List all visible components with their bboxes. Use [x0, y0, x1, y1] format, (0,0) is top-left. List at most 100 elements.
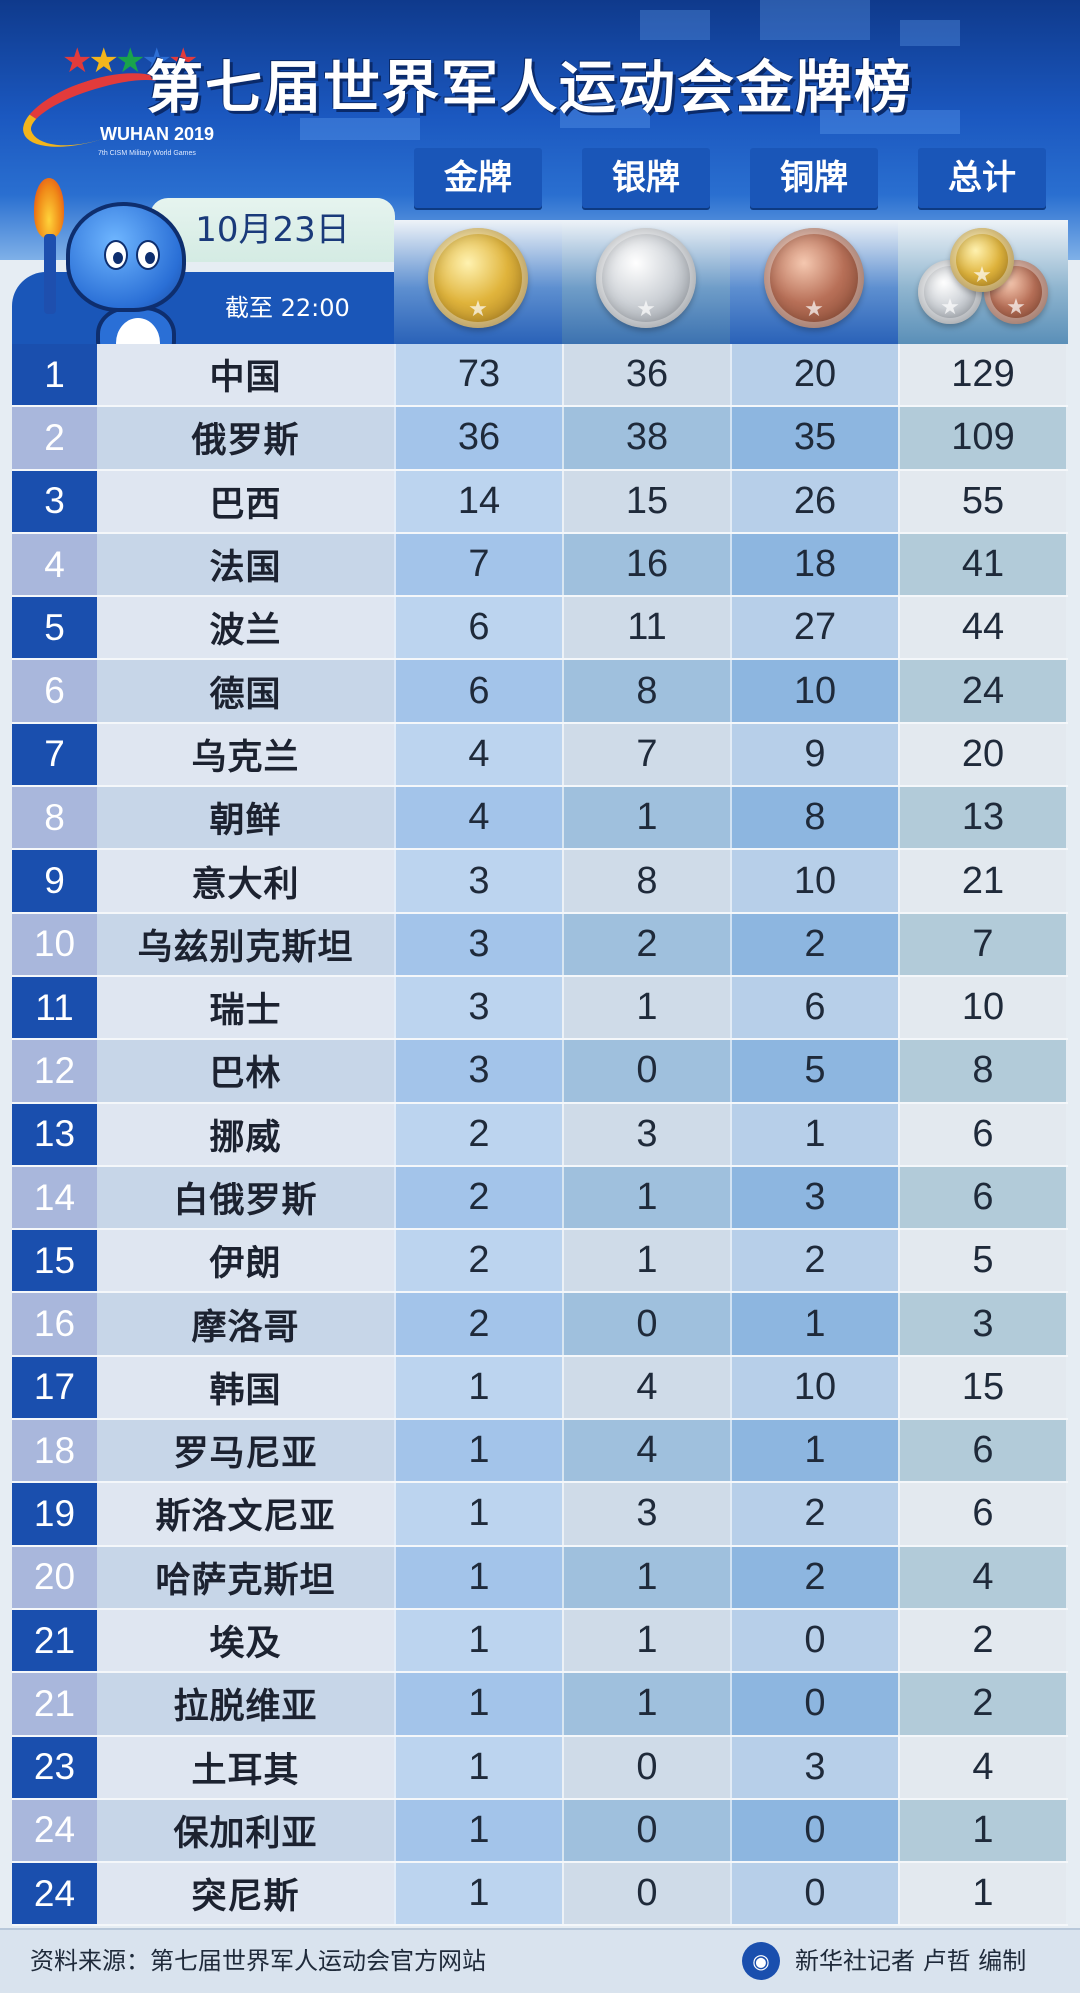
gold-count-cell: 1 — [394, 1609, 562, 1672]
bronze-medal-icon — [764, 228, 864, 328]
bronze-count-cell: 0 — [730, 1863, 898, 1925]
total-count-cell: 24 — [898, 660, 1066, 722]
bronze-count-cell: 18 — [730, 533, 898, 596]
logo-stars-icon: ★★★★★ — [62, 41, 198, 81]
silver-medal-cell — [562, 220, 730, 344]
rank-cell: 23 — [12, 1736, 97, 1798]
gold-count-cell: 2 — [394, 1230, 562, 1292]
table-row: 12 巴林 3 0 5 8 — [12, 1040, 1068, 1104]
country-cell: 乌克兰 — [97, 723, 394, 786]
total-count-cell: 5 — [898, 1230, 1066, 1292]
country-cell: 白俄罗斯 — [97, 1166, 394, 1229]
bronze-count-cell: 10 — [730, 850, 898, 912]
total-count-cell: 1 — [898, 1863, 1066, 1925]
silver-count-cell: 0 — [562, 1040, 730, 1102]
table-row: 21 埃及 1 1 0 2 — [12, 1609, 1068, 1674]
rank-cell: 12 — [12, 1040, 97, 1102]
country-cell: 朝鲜 — [97, 787, 394, 849]
silver-medal-icon — [596, 228, 696, 328]
gold-count-cell: 4 — [394, 787, 562, 849]
gold-count-cell: 3 — [394, 976, 562, 1039]
total-count-cell: 10 — [898, 976, 1066, 1039]
silver-count-cell: 1 — [562, 1609, 730, 1672]
table-row: 14 白俄罗斯 2 1 3 6 — [12, 1166, 1068, 1231]
gold-count-cell: 6 — [394, 597, 562, 659]
torch-mascot-icon — [22, 178, 212, 398]
gold-count-cell: 73 — [394, 344, 562, 406]
silver-count-cell: 16 — [562, 533, 730, 596]
gold-count-cell: 4 — [394, 723, 562, 786]
rank-cell: 14 — [12, 1166, 97, 1229]
country-cell: 韩国 — [97, 1356, 394, 1419]
country-cell: 意大利 — [97, 850, 394, 912]
column-header-gold: 金牌 — [414, 148, 542, 208]
total-medal-cell — [898, 220, 1068, 344]
column-header-bronze: 铜牌 — [750, 148, 878, 208]
rank-cell: 10 — [12, 913, 97, 975]
silver-count-cell: 1 — [562, 976, 730, 1039]
gold-count-cell: 1 — [394, 1673, 562, 1735]
bronze-count-cell: 10 — [730, 660, 898, 722]
rank-cell: 21 — [12, 1609, 97, 1672]
total-count-cell: 2 — [898, 1673, 1066, 1735]
table-row: 5 波兰 6 11 27 44 — [12, 597, 1068, 661]
rank-cell: 20 — [12, 1546, 97, 1608]
bronze-medal-cell — [730, 220, 898, 344]
country-cell: 俄罗斯 — [97, 407, 394, 469]
gold-count-cell: 1 — [394, 1546, 562, 1608]
silver-count-cell: 38 — [562, 407, 730, 469]
silver-count-cell: 0 — [562, 1736, 730, 1798]
rank-cell: 9 — [12, 850, 97, 912]
table-row: 10 乌兹别克斯坦 3 2 2 7 — [12, 913, 1068, 977]
total-count-cell: 4 — [898, 1736, 1066, 1798]
gold-count-cell: 6 — [394, 660, 562, 722]
total-count-cell: 55 — [898, 470, 1066, 532]
page-title: 第七届世界军人运动会金牌榜 — [146, 55, 913, 121]
credit-note: 新华社记者 卢哲 编制 — [795, 1947, 1027, 1975]
gold-count-cell: 7 — [394, 533, 562, 596]
column-header-silver: 银牌 — [582, 148, 710, 208]
country-cell: 罗马尼亚 — [97, 1420, 394, 1482]
bronze-count-cell: 0 — [730, 1799, 898, 1862]
gold-count-cell: 1 — [394, 1483, 562, 1545]
rank-cell: 5 — [12, 597, 97, 659]
gold-count-cell: 3 — [394, 850, 562, 912]
country-cell: 保加利亚 — [97, 1799, 394, 1862]
silver-count-cell: 0 — [562, 1799, 730, 1862]
gold-count-cell: 1 — [394, 1420, 562, 1482]
country-cell: 伊朗 — [97, 1230, 394, 1292]
bronze-count-cell: 1 — [730, 1293, 898, 1355]
bronze-count-cell: 35 — [730, 407, 898, 469]
country-cell: 德国 — [97, 660, 394, 722]
country-cell: 瑞士 — [97, 976, 394, 1039]
rank-cell: 3 — [12, 470, 97, 532]
table-row: 24 突尼斯 1 0 0 1 — [12, 1863, 1068, 1927]
column-header-total: 总计 — [918, 148, 1046, 208]
total-count-cell: 6 — [898, 1420, 1066, 1482]
rank-cell: 8 — [12, 787, 97, 849]
total-count-cell: 109 — [898, 407, 1066, 469]
footer: 资料来源：第七届世界军人运动会官方网站 ◉ 新华社记者 卢哲 编制 — [0, 1928, 1080, 1993]
country-cell: 巴林 — [97, 1040, 394, 1102]
bronze-count-cell: 3 — [730, 1736, 898, 1798]
bronze-count-cell: 5 — [730, 1040, 898, 1102]
total-count-cell: 7 — [898, 913, 1066, 975]
silver-count-cell: 2 — [562, 913, 730, 975]
bronze-count-cell: 0 — [730, 1609, 898, 1672]
source-note: 资料来源：第七届世界军人运动会官方网站 — [30, 1947, 486, 1975]
gold-count-cell: 3 — [394, 1040, 562, 1102]
bronze-count-cell: 27 — [730, 597, 898, 659]
country-cell: 波兰 — [97, 597, 394, 659]
medal-table: 1 中国 73 36 20 129 2 俄罗斯 36 38 35 109 3 巴西 14 15 26 55 4 法国 7… — [12, 344, 1068, 1927]
bronze-count-cell: 9 — [730, 723, 898, 786]
total-count-cell: 44 — [898, 597, 1066, 659]
rank-cell: 11 — [12, 976, 97, 1039]
gold-count-cell: 2 — [394, 1293, 562, 1355]
logo-wordmark: WUHAN 2019 — [100, 124, 215, 144]
gold-count-cell: 14 — [394, 470, 562, 532]
gold-count-cell: 2 — [394, 1103, 562, 1165]
silver-count-cell: 4 — [562, 1356, 730, 1419]
rank-cell: 15 — [12, 1230, 97, 1292]
total-count-cell: 6 — [898, 1483, 1066, 1545]
total-count-cell: 13 — [898, 787, 1066, 849]
